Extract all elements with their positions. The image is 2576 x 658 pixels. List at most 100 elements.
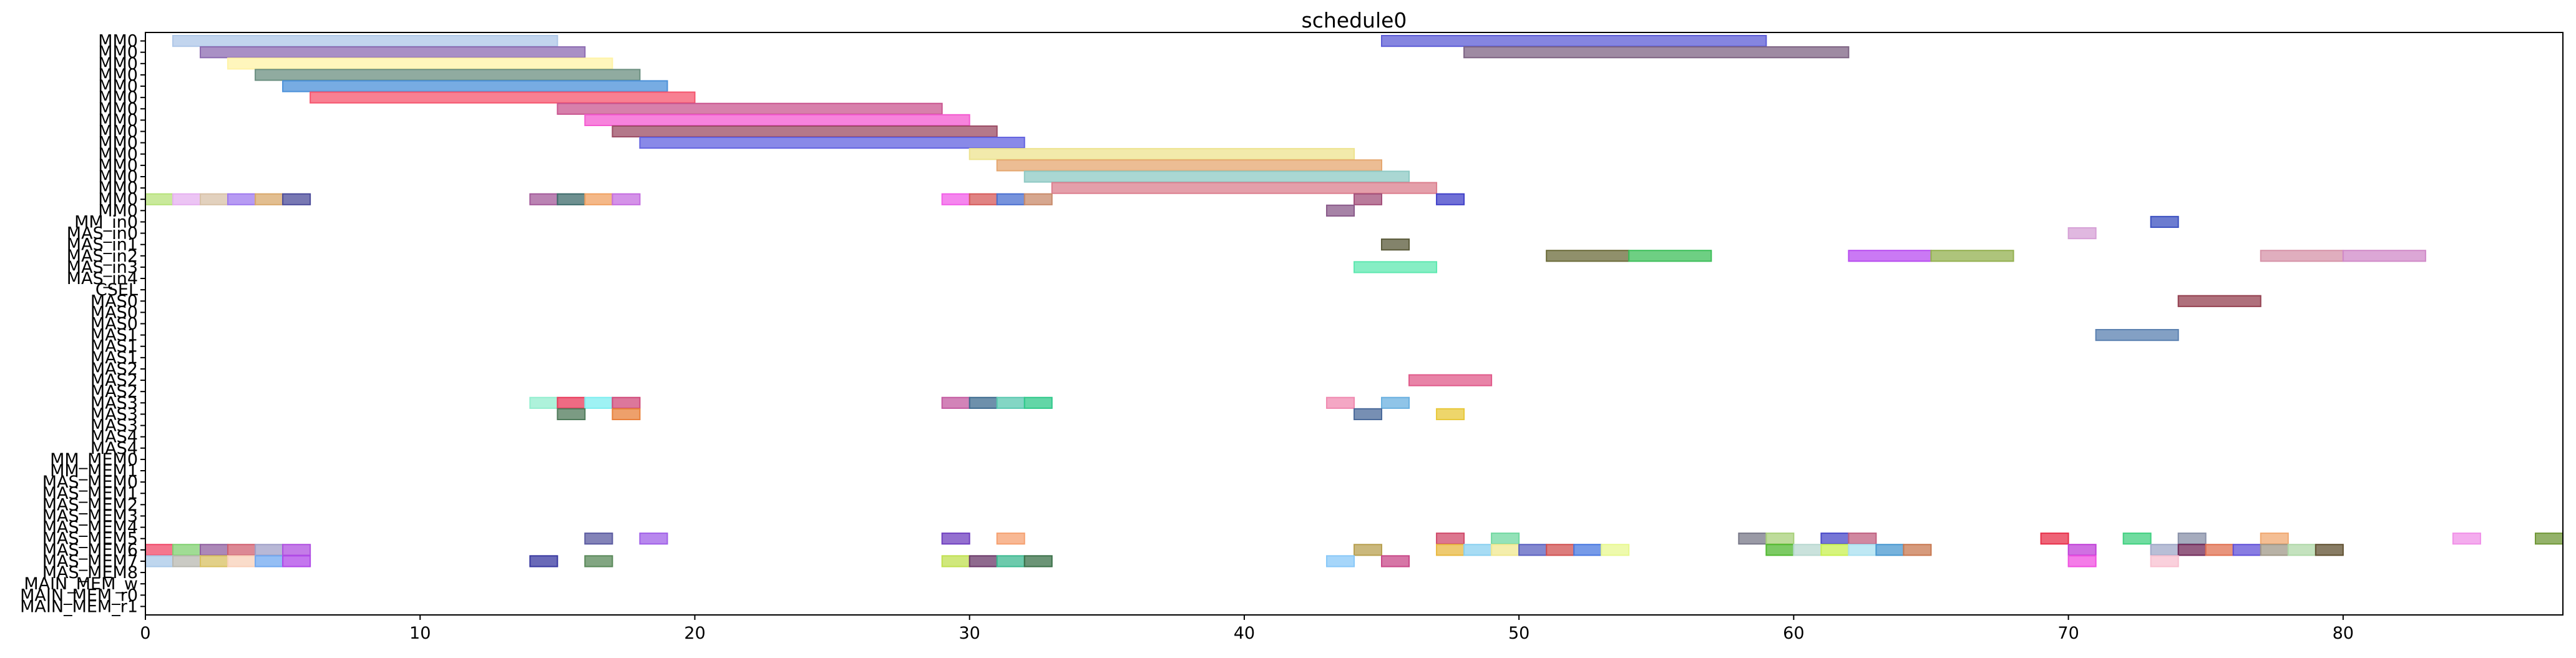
task-bar-78 [200,544,229,556]
y-tick-label-13: MM0 [98,179,138,198]
y-tick-label-46: MAS_MEM7 [42,552,138,571]
y-tick-label-8: MM0 [98,122,138,142]
task-bar-99 [2205,544,2234,556]
task-bar-38 [1848,250,1932,262]
task-bar-72 [2177,533,2207,545]
task-bar-69 [1848,533,1877,545]
task-bar-73 [2260,533,2289,545]
y-tick-label-20: MAS_in3 [67,258,138,277]
task-bar-96 [2067,544,2097,556]
task-bar-87 [1546,544,1575,556]
task-bar-98 [2177,544,2207,556]
task-bar-35 [1381,238,1410,251]
task-bar-104 [145,555,174,567]
task-bar-61 [639,533,668,545]
task-bar-39 [1930,250,2014,262]
x-tick-label-4: 40 [1234,624,1255,643]
task-bar-116 [1325,555,1355,567]
task-bar-11 [639,137,1025,149]
task-bar-67 [1765,533,1795,545]
task-bar-49 [612,396,641,409]
y-tick-label-7: MM0 [98,110,138,130]
y-tick-label-26: MAS1 [90,326,138,345]
x-tick-label-7: 70 [2057,624,2079,643]
task-bar-94 [1875,544,1905,556]
task-bar-108 [255,555,284,567]
y-tick-label-2: MM0 [98,54,138,74]
y-tick-label-10: MM0 [98,145,138,164]
y-tick-label-37: MM_MEM0 [50,450,138,469]
task-bar-88 [1573,544,1603,556]
task-bar-91 [1793,544,1822,556]
y-tick-label-22: CSEL [95,280,138,300]
task-bar-19 [227,193,256,205]
task-bar-76 [145,544,174,556]
task-bar-75 [2534,533,2564,545]
task-bar-58 [1354,408,1383,421]
x-tick-label-3: 30 [959,624,980,643]
task-bar-17 [172,193,202,205]
task-bar-45 [1408,374,1493,386]
task-bar-53 [1023,396,1053,409]
task-bars [145,34,2564,567]
x-tick-label-1: 10 [409,624,431,643]
task-bar-109 [282,555,311,567]
task-bar-115 [1023,555,1053,567]
task-bar-92 [1820,544,1850,556]
y-tick-label-27: MAS1 [90,337,138,356]
y-tick-label-5: MM0 [98,88,138,107]
task-bar-48 [584,396,613,409]
y-tick-label-32: MAS3 [90,393,138,413]
y-tick-label-50: MAIN_MEM_r1 [20,597,138,616]
x-tick-label-2: 20 [684,624,705,643]
task-bar-43 [2177,295,2261,307]
y-tick-label-12: MM0 [98,167,138,187]
y-tick-label-28: MAS1 [90,348,138,368]
y-tick-label-11: MM0 [98,156,138,175]
task-bar-84 [1463,544,1493,556]
y-tick-label-23: MAS0 [90,292,138,311]
task-bar-70 [2040,533,2069,545]
y-tick-label-17: MAS_in0 [67,224,138,243]
task-bar-18 [200,193,229,205]
task-bar-27 [968,193,998,205]
task-bar-102 [2287,544,2316,556]
y-tick-label-6: MM0 [98,99,138,119]
task-bar-57 [612,408,641,421]
y-tick-label-33: MAS3 [90,405,138,424]
task-bar-44 [2095,329,2179,341]
task-bar-63 [996,533,1025,545]
task-bar-50 [941,396,970,409]
task-bar-34 [2067,227,2097,240]
y-tick-label-49: MAIN_MEM_r0 [20,586,138,605]
y-tick-label-29: MAS2 [90,360,138,379]
task-bar-77 [172,544,202,556]
task-bar-14 [1023,170,1410,183]
task-bar-41 [2342,250,2426,262]
task-bar-114 [996,555,1025,567]
y-tick-label-45: MAS_MEM6 [42,541,138,560]
task-bar-23 [557,193,586,205]
task-bar-62 [941,533,970,545]
task-bar-80 [255,544,284,556]
task-bar-55 [1381,396,1410,409]
x-tick-label-6: 60 [1783,624,1804,643]
task-bar-33 [2150,215,2179,228]
task-bar-10 [612,125,998,138]
task-bar-6 [282,80,668,92]
task-bar-13 [996,159,1383,172]
task-bar-117 [1381,555,1410,567]
task-bar-1 [1381,34,1767,47]
x-axis-ticks: 0 10 20 30 40 50 60 70 80 [140,615,2354,643]
task-bar-101 [2260,544,2289,556]
task-bar-40 [2260,250,2344,262]
y-tick-label-40: MAS_MEM1 [42,484,138,503]
task-bar-97 [2150,544,2179,556]
task-bar-24 [584,193,613,205]
task-bar-51 [968,396,998,409]
y-tick-label-24: MAS0 [90,303,138,322]
y-tick-label-0: MM0 [98,32,138,51]
y-tick-label-44: MAS_MEM5 [42,529,138,549]
task-bar-30 [1354,193,1383,205]
